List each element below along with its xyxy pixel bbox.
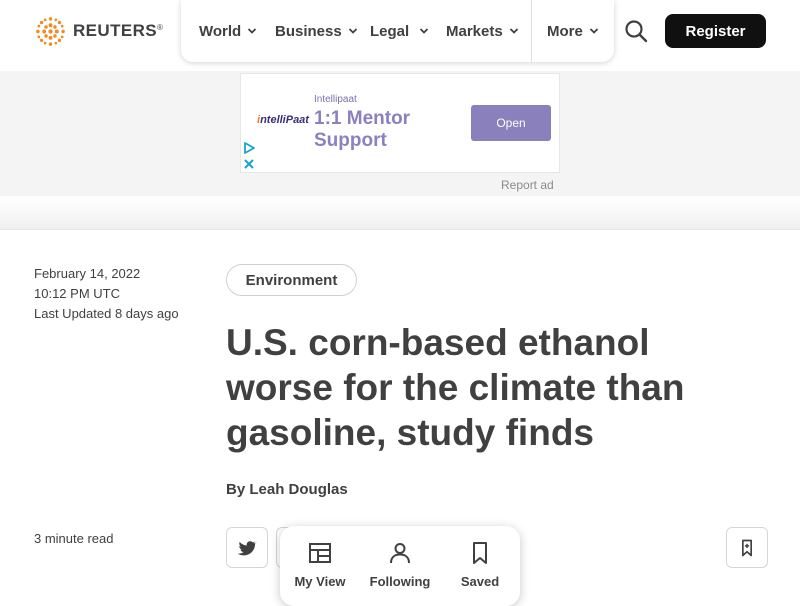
register-button[interactable]: Register: [665, 14, 766, 48]
following-label: Following: [369, 574, 431, 589]
nav-legal-label: Legal: [370, 22, 410, 40]
chevron-down-icon: [248, 28, 257, 34]
twitter-share-button[interactable]: [226, 527, 268, 568]
article-title: U.S. corn-based ethanol worse for the cl…: [226, 322, 685, 453]
bookmark-icon: [742, 539, 752, 556]
publish-time: 10:12 PM UTC: [34, 286, 120, 301]
site-header: REUTERS® World Business Legal Markets Mo…: [0, 0, 800, 72]
ad-brand-logo: intelliPaat: [257, 114, 309, 126]
nav-more[interactable]: More: [547, 21, 599, 41]
ad-box[interactable]: intelliPaat Intellipaat 1:1 Mentor Suppo…: [240, 73, 560, 173]
nav-world-label: World: [199, 22, 242, 40]
logo-wordmark: REUTERS®: [73, 21, 164, 40]
nav-legal[interactable]: Legal: [370, 21, 429, 41]
ad-banner-area: intelliPaat Intellipaat 1:1 Mentor Suppo…: [0, 71, 800, 196]
my-view-button[interactable]: My View: [280, 540, 360, 600]
saved-button[interactable]: Saved: [440, 540, 520, 600]
chevron-down-icon: [348, 28, 357, 34]
person-icon: [390, 543, 410, 564]
following-button[interactable]: Following: [360, 540, 440, 600]
byline-prefix: By: [226, 481, 246, 498]
ad-open-button[interactable]: Open: [471, 105, 551, 141]
nav-markets[interactable]: Markets: [446, 21, 519, 41]
report-ad-link[interactable]: Report ad: [501, 178, 554, 192]
main-nav: World Business Legal Markets More: [181, 0, 614, 62]
ad-separator: [0, 196, 800, 230]
chevron-down-icon: [589, 28, 598, 34]
chevron-down-icon: [509, 28, 518, 34]
saved-label: Saved: [460, 574, 500, 589]
bookmark-icon: [473, 542, 487, 564]
publish-date: February 14, 2022: [34, 266, 141, 281]
byline: By Leah Douglas: [226, 481, 348, 498]
nav-business[interactable]: Business: [275, 21, 358, 41]
my-view-label: My View: [294, 574, 346, 589]
reuters-logo-icon: [36, 16, 65, 46]
ad-headline[interactable]: 1:1 Mentor Support: [314, 108, 411, 151]
adchoices-play-icon[interactable]: [243, 142, 255, 154]
nav-more-label: More: [547, 22, 583, 40]
search-icon[interactable]: [624, 19, 648, 43]
nav-business-label: Business: [275, 22, 342, 40]
floating-user-menu: My View Following Saved: [280, 526, 520, 606]
read-time: 3 minute read: [34, 531, 114, 546]
layout-icon: [309, 543, 331, 563]
article-meta: February 14, 2022 10:12 PM UTC Last Upda…: [34, 264, 179, 324]
twitter-icon: [237, 540, 257, 555]
reuters-logo[interactable]: REUTERS®: [34, 15, 163, 47]
chevron-down-icon: [420, 28, 429, 34]
topic-tag[interactable]: Environment: [226, 264, 357, 296]
nav-world[interactable]: World: [199, 21, 257, 41]
close-icon[interactable]: [243, 158, 255, 170]
last-updated: Last Updated 8 days ago: [34, 306, 179, 321]
author-link[interactable]: Leah Douglas: [249, 481, 348, 498]
save-article-button[interactable]: [726, 527, 768, 568]
ad-sponsor: Intellipaat: [314, 94, 357, 105]
nav-divider: [531, 0, 532, 62]
nav-markets-label: Markets: [446, 22, 503, 40]
